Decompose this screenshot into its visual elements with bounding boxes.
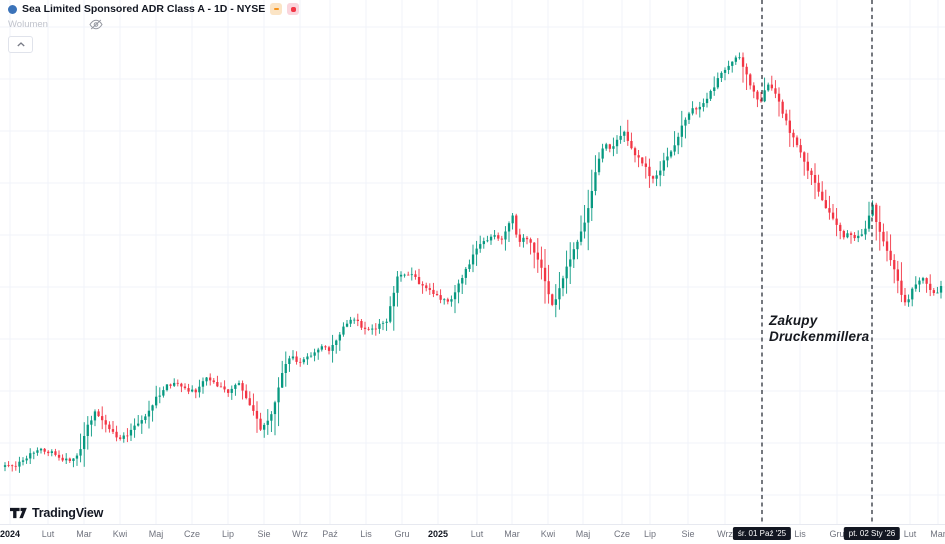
annotation-line-2: Druckenmillera [769, 329, 870, 345]
legend-collapse-button[interactable] [8, 36, 33, 53]
annotation-line-1: Zakupy [769, 313, 818, 328]
axis-date-badge[interactable]: śr. 01 Paź '25 [732, 527, 792, 540]
axis-month-label: Lis [794, 529, 806, 539]
axis-month-label: Lip [643, 529, 657, 539]
axis-month-label: Gru [829, 529, 845, 539]
axis-month-label: Kwi [540, 529, 556, 539]
axis-month-label: Mar [76, 529, 92, 539]
indicator-label[interactable]: Wolumen [8, 19, 48, 30]
tradingview-logo[interactable]: TradingView [10, 506, 103, 520]
axis-month-label: Lis [360, 529, 372, 539]
axis-month-label: Wrz [292, 529, 308, 539]
axis-month-label: Lut [470, 529, 484, 539]
tradingview-mark-icon [10, 507, 27, 519]
symbol-title-row[interactable]: Sea Limited Sponsored ADR Class A - 1D -… [8, 3, 300, 15]
time-axis[interactable]: 2024 Lut Mar Kwi Maj Cze Lip Sie Wrz Paź Lis Gru 202… [0, 524, 945, 544]
axis-month-label: Sie [257, 529, 271, 539]
axis-month-label: Maj [148, 529, 164, 539]
eye-hidden-icon[interactable] [89, 19, 103, 30]
chart-legend: Sea Limited Sponsored ADR Class A - 1D -… [8, 3, 300, 53]
axis-month-label: Maj [575, 529, 591, 539]
axis-month-label: Lut [41, 529, 55, 539]
axis-month-label: 2024 [0, 529, 21, 539]
tradingview-wordmark: TradingView [32, 506, 104, 520]
market-closed-icon[interactable] [287, 3, 300, 15]
vertical-line-drawings[interactable] [761, 0, 873, 525]
axis-month-label: Cze [613, 529, 631, 539]
text-drawing-zakupy-druckenmillera[interactable]: Zakupy Druckenmillera [769, 313, 869, 346]
candlestick-series [3, 52, 943, 473]
delayed-data-icon[interactable] [270, 3, 283, 15]
axis-month-label: Paź [322, 529, 338, 539]
axis-month-label: 2025 [427, 529, 449, 539]
axis-month-label: Kwi [112, 529, 128, 539]
symbol-title[interactable]: Sea Limited Sponsored ADR Class A - 1D -… [22, 3, 266, 15]
axis-month-label: Mar [930, 529, 945, 539]
axis-month-label: Sie [681, 529, 695, 539]
axis-month-label: Lip [221, 529, 235, 539]
indicator-row: Wolumen [8, 19, 299, 30]
axis-month-label: Cze [183, 529, 201, 539]
axis-date-badge[interactable]: pt. 02 Sty '26 [843, 527, 901, 540]
axis-month-label: Lut [903, 529, 917, 539]
axis-month-label: Wrz [717, 529, 733, 539]
symbol-logo-icon [8, 4, 17, 14]
chevron-up-icon [16, 42, 25, 47]
axis-month-label: Mar [504, 529, 520, 539]
axis-month-label: Gru [394, 529, 410, 539]
